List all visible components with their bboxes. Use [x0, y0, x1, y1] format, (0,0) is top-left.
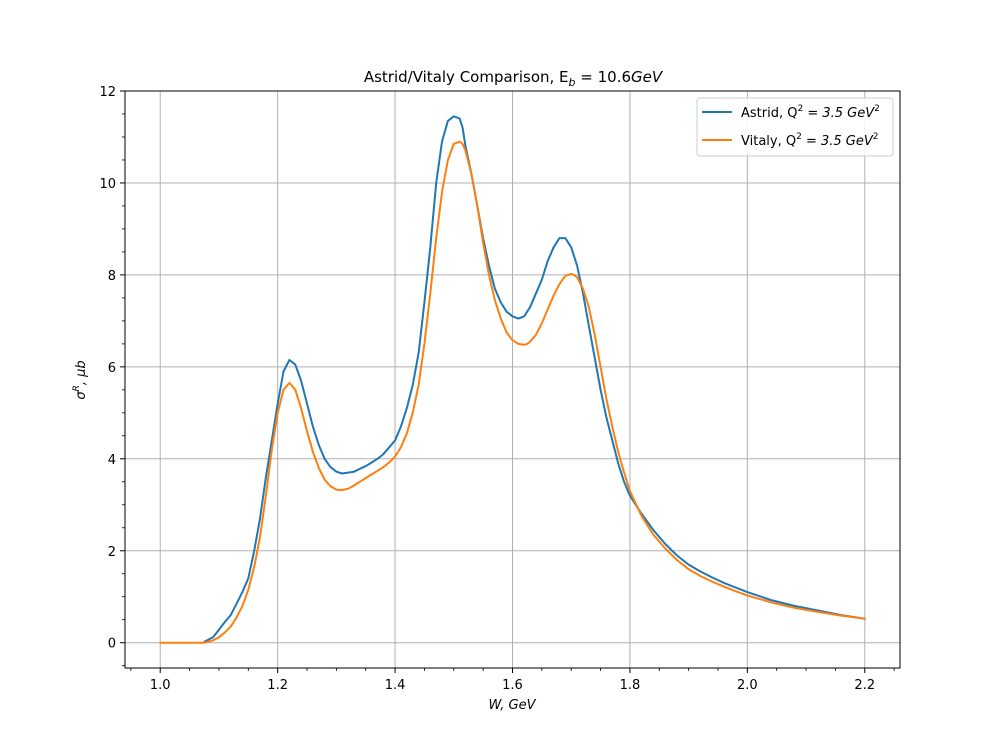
y-tick-label: 2 — [108, 545, 116, 560]
legend-label-astrid: Astrid, Q2 = 3.5 GeV2 — [741, 104, 880, 121]
x-tick-label: 2.0 — [737, 678, 758, 693]
axis-ticks: 1.0 1.2 1.4 1.6 1.8 2.0 2.2 0 2 4 6 8 10 12 — [99, 85, 895, 693]
legend-box — [696, 97, 894, 157]
series-line-vitaly — [159, 140, 866, 644]
x-tick-label: 1.0 — [150, 678, 171, 693]
series-lines — [159, 115, 866, 644]
plot-frame — [124, 90, 901, 669]
y-tick-label: 4 — [108, 453, 116, 468]
x-axis-label: W, GeV — [488, 698, 536, 713]
x-tick-label: 2.2 — [854, 678, 875, 693]
x-tick-label: 1.8 — [620, 678, 641, 693]
legend: Astrid, Q2 = 3.5 GeV2 Vitaly, Q2 = 3.5 G… — [696, 97, 894, 157]
x-tick-label: 1.6 — [502, 678, 523, 693]
y-tick-label: 8 — [108, 269, 116, 284]
x-tick-label: 1.4 — [385, 678, 406, 693]
x-tick-label: 1.2 — [267, 678, 288, 693]
y-tick-label: 10 — [99, 177, 116, 192]
chart-title: Astrid/Vitaly Comparison, Eb = 10.6GeV — [364, 68, 664, 89]
y-tick-label: 6 — [108, 361, 116, 376]
legend-label-vitaly: Vitaly, Q2 = 3.5 GeV2 — [741, 132, 879, 149]
y-tick-label: 0 — [108, 637, 116, 652]
y-axis-label: σR, μb — [72, 360, 89, 399]
y-tick-label: 12 — [99, 85, 116, 100]
